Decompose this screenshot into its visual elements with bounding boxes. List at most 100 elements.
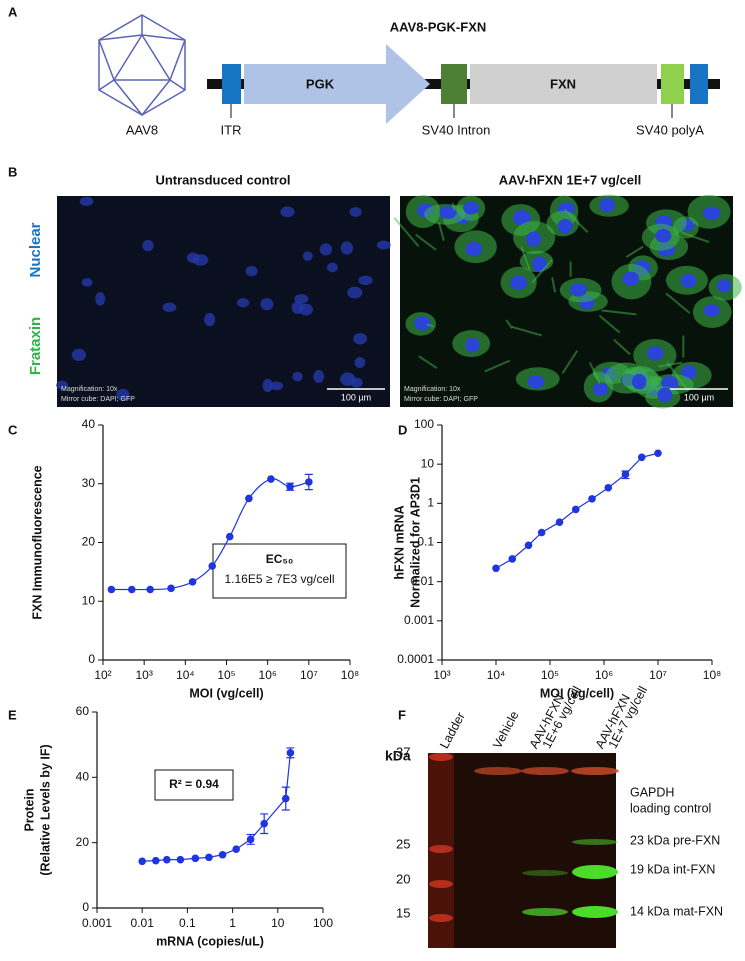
- nucleus: [465, 337, 480, 353]
- nucleus: [463, 201, 480, 215]
- x-tick-label: 10⁷: [300, 668, 318, 682]
- micrograph-left: Magnification: 10x Mirror cube: DAPI; GFP…: [56, 196, 391, 407]
- data-point: [138, 857, 146, 866]
- nucleus: [81, 278, 93, 287]
- band-label: loading control: [630, 801, 711, 815]
- marker-label: 15: [396, 905, 410, 920]
- band-label: 14 kDa mat-FXN: [630, 904, 723, 918]
- y-axis-label: FXN Immunofluorescence: [30, 465, 44, 619]
- y-tick-label: 60: [76, 704, 90, 718]
- data-point: [305, 478, 313, 486]
- fxn-band: [572, 865, 618, 879]
- fiber: [613, 338, 631, 356]
- fiber: [393, 217, 420, 248]
- x-tick-label: 10: [271, 916, 285, 930]
- fiber: [531, 259, 553, 284]
- band-label: GAPDH: [630, 785, 674, 799]
- y-axis-label: (Relative Levels by IF): [38, 744, 52, 875]
- fiber: [588, 361, 601, 385]
- y-tick-label: 10: [82, 593, 96, 607]
- y-tick-label: 0.01: [411, 574, 435, 588]
- fiber: [505, 319, 513, 329]
- nucleus: [313, 370, 325, 383]
- y-axis-label: hFXN mRNA: [392, 505, 406, 579]
- blot: [428, 753, 619, 948]
- annotation-text: R² = 0.94: [169, 777, 219, 791]
- nucleus: [439, 205, 457, 219]
- data-point: [267, 475, 275, 483]
- micrograph-bg: [57, 196, 390, 407]
- x-tick-label: 1: [229, 916, 236, 930]
- band-label: 19 kDa int-FXN: [630, 862, 715, 876]
- y-tick-label: 10: [421, 456, 435, 470]
- y-tick-label: 1: [427, 496, 434, 510]
- data-point: [286, 482, 294, 491]
- fiber: [418, 355, 438, 369]
- y-tick-label: 30: [82, 476, 96, 490]
- x-axis-label: mRNA (copies/uL): [156, 934, 264, 948]
- nucleus: [527, 374, 545, 389]
- y-axis-label: Protein: [22, 788, 36, 831]
- fiber: [551, 277, 557, 293]
- image-title: Untransduced control: [155, 172, 290, 187]
- nucleus: [298, 303, 313, 316]
- nucleus: [236, 298, 250, 308]
- nucleus: [270, 381, 284, 391]
- data-point: [492, 564, 500, 573]
- y-tick-label: 20: [82, 535, 96, 549]
- data-point: [588, 495, 596, 503]
- panel-label: F: [398, 707, 406, 722]
- nucleus: [465, 241, 483, 257]
- fiber: [658, 361, 683, 368]
- nucleus: [599, 197, 615, 213]
- fiber: [415, 233, 437, 251]
- y-tick-label: 40: [76, 770, 90, 784]
- y-tick-label: 100: [414, 417, 434, 431]
- nucleus: [347, 286, 363, 299]
- callouts: [230, 104, 673, 118]
- pgk-arrow: [244, 44, 430, 124]
- data-point: [127, 585, 136, 594]
- fiber: [451, 202, 456, 211]
- x-tick-label: 10²: [94, 668, 111, 682]
- annotation-box: [212, 543, 347, 599]
- fiber: [561, 350, 579, 374]
- nucleus: [702, 206, 721, 220]
- x-tick-label: 10⁵: [217, 668, 235, 682]
- nucleus: [525, 231, 542, 247]
- nucleus: [646, 346, 664, 361]
- fxn-box: [470, 64, 657, 104]
- gene-label: FXN: [550, 76, 576, 91]
- data-point: [218, 850, 227, 859]
- x-tick-label: 10³: [135, 668, 152, 682]
- data-point: [152, 856, 160, 865]
- data-point: [232, 845, 240, 853]
- nucleus: [531, 256, 547, 273]
- fiber: [520, 246, 531, 270]
- nucleus: [570, 282, 587, 297]
- fiber: [625, 245, 644, 258]
- x-tick-label: 10⁶: [595, 668, 613, 682]
- x-tick-label: 10⁴: [487, 668, 506, 682]
- data-point: [281, 794, 290, 803]
- data-point: [167, 584, 175, 593]
- promoter-label: PGK: [306, 76, 335, 91]
- scale-bar-label: 100 µm: [684, 392, 714, 402]
- scale-bar-label: 100 µm: [341, 392, 371, 402]
- construct-title: AAV8-PGK-FXN: [390, 19, 487, 34]
- nucleus: [657, 387, 673, 403]
- data-point: [188, 578, 197, 586]
- polya-label: SV40 polyA: [636, 122, 704, 137]
- data-point: [107, 585, 116, 594]
- data-point: [260, 819, 268, 828]
- fxn-band: [522, 870, 568, 876]
- lane-label: Ladder: [437, 710, 468, 751]
- nucleus: [592, 382, 608, 397]
- nucleus: [319, 243, 332, 256]
- nucleus: [631, 373, 647, 390]
- gapdh-band: [521, 767, 569, 775]
- x-tick-label: 10⁷: [649, 668, 667, 682]
- x-tick-label: 10⁶: [259, 668, 277, 682]
- nucleus: [349, 206, 362, 218]
